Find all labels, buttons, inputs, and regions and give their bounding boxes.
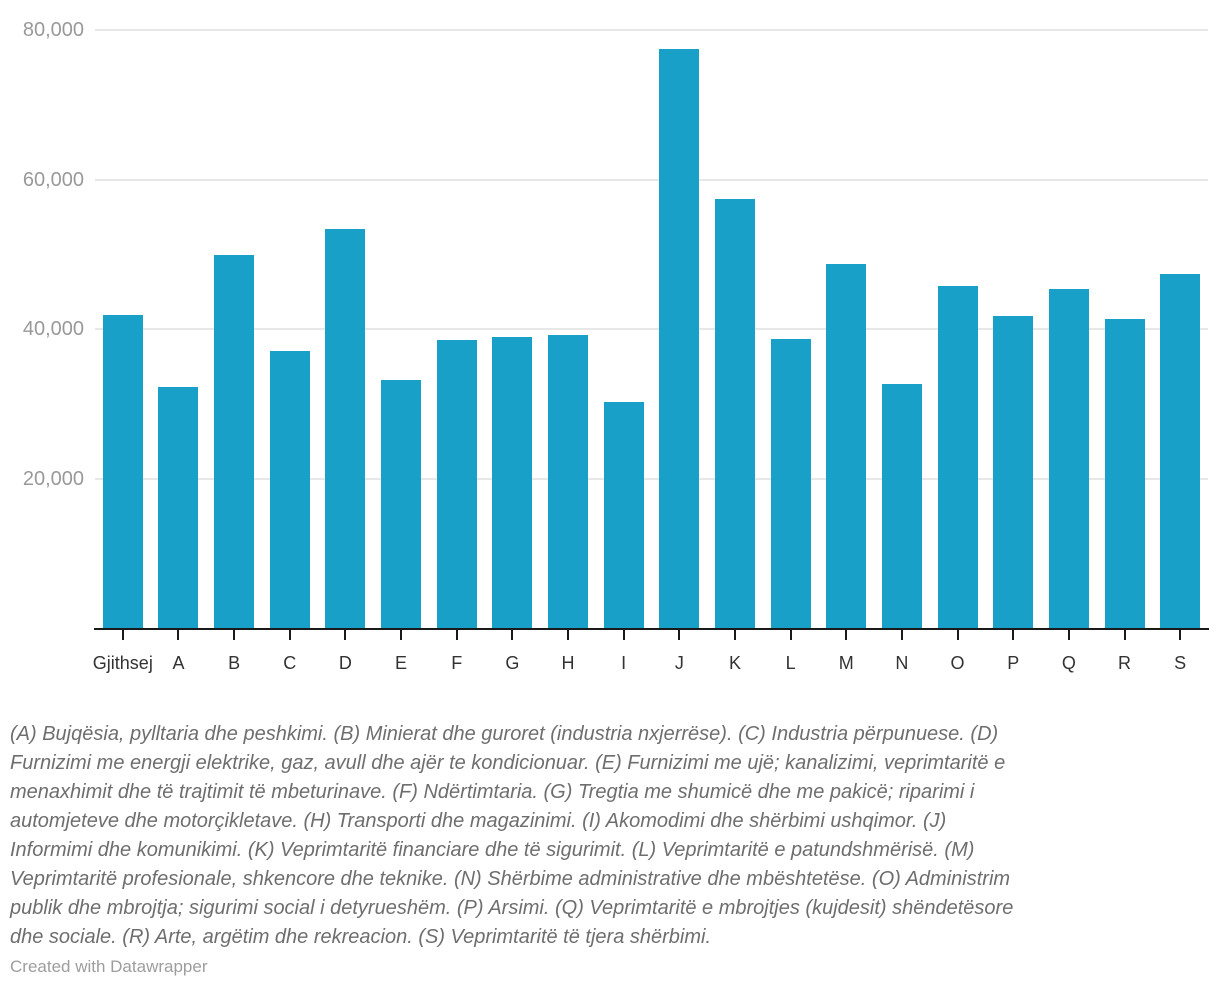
x-axis-tick [121, 630, 124, 640]
bar-r[interactable] [1104, 319, 1145, 628]
footnote-line: Informimi dhe komunikimi. (K) Veprimtari… [10, 839, 975, 861]
x-axis-tick [678, 630, 681, 640]
bar-d[interactable] [325, 228, 366, 628]
bar-h[interactable] [548, 334, 589, 628]
bar-o[interactable] [937, 285, 978, 628]
footnote-line: publik dhe mbrojtja; sigurimi social i d… [10, 897, 1014, 919]
bar-q[interactable] [1048, 289, 1089, 628]
x-axis-label-s: S [1174, 653, 1187, 673]
x-axis-tick [177, 630, 180, 640]
x-axis-label-o: O [950, 653, 965, 673]
footnote-line: Furnizimi me energji elektrike, gaz, avu… [10, 752, 1006, 774]
x-axis-tick [288, 630, 291, 640]
gridline [95, 29, 1208, 31]
x-axis-tick [344, 630, 347, 640]
bar-m[interactable] [826, 263, 867, 628]
x-axis-label-c: C [283, 653, 297, 673]
bar-p[interactable] [993, 316, 1034, 628]
x-axis-tick [1123, 630, 1126, 640]
x-axis-tick [233, 630, 236, 640]
y-axis-tick-label: 80,000 [22, 19, 84, 41]
x-axis-label-m: M [838, 653, 854, 673]
bar-gjithsej[interactable] [102, 314, 143, 628]
datawrapper-credit: Created with Datawrapper [10, 957, 208, 976]
y-axis-tick-label: 60,000 [22, 168, 84, 191]
bar-e[interactable] [381, 379, 422, 628]
x-axis-tick [1067, 630, 1070, 640]
bar-c[interactable] [269, 350, 310, 628]
footnote-line: menaxhimit dhe të trajtimit të mbeturina… [10, 781, 975, 803]
bar-k[interactable] [714, 198, 755, 628]
bar-g[interactable] [492, 337, 533, 628]
footnote-line: Veprimtaritë profesionale, shkencore dhe… [10, 868, 1011, 890]
x-axis-label-gjithsej: Gjithsej [92, 653, 153, 673]
x-axis-tick [455, 630, 458, 640]
footnote-line: (A) Bujqësia, pylltaria dhe peshkimi. (B… [10, 723, 999, 745]
x-axis-label-n: N [895, 653, 909, 673]
x-axis-label-p: P [1007, 653, 1020, 673]
x-axis-label-a: A [172, 653, 185, 673]
y-axis-tick-label: 40,000 [22, 318, 84, 340]
x-axis-tick [400, 630, 403, 640]
gridline [95, 477, 1208, 480]
x-axis-tick [789, 630, 792, 640]
x-axis-label-e: E [395, 653, 408, 673]
bar-a[interactable] [158, 386, 199, 628]
plot-area: 20,000 40,000 60,000 80,000 Gjithsej A B C D E F G H… [22, 19, 1209, 673]
x-axis-tick [733, 630, 736, 640]
x-axis-tick [956, 630, 959, 640]
footnote: (A) Bujqësia, pylltaria dhe peshkimi. (B… [10, 720, 1215, 952]
x-axis-label-j: J [674, 653, 684, 673]
x-axis-tick [511, 630, 514, 640]
gridline [95, 178, 1208, 181]
x-axis-tick [900, 630, 903, 640]
x-axis-label-h: H [561, 653, 575, 673]
footnote-line: automjeteve dhe motorçikletave. (H) Tran… [10, 810, 947, 832]
x-axis-tick [622, 630, 625, 640]
x-axis-tick [1012, 630, 1015, 640]
bar-f[interactable] [436, 340, 477, 628]
x-axis-tick [567, 630, 570, 640]
x-axis-label-f: F [451, 653, 463, 673]
bar-l[interactable] [770, 339, 811, 628]
footnote-line: dhe sociale. (R) Arte, argëtim dhe rekre… [10, 926, 712, 948]
x-axis-label-k: K [728, 653, 741, 673]
bar-b[interactable] [214, 254, 255, 628]
x-axis-label-b: B [228, 653, 241, 673]
bar-j[interactable] [659, 49, 700, 628]
x-axis-label-g: G [505, 653, 520, 673]
bar-i[interactable] [603, 401, 644, 628]
x-axis-line [94, 628, 1209, 630]
y-axis-tick-label: 20,000 [22, 467, 84, 490]
x-axis-label-q: Q [1061, 653, 1076, 673]
x-axis-label-l: L [785, 653, 796, 673]
bar-s[interactable] [1160, 274, 1201, 628]
x-axis-tick [845, 630, 848, 640]
gridline [95, 328, 1208, 330]
x-axis-label-i: I [621, 653, 627, 673]
x-axis-label-d: D [338, 653, 352, 673]
bar-n[interactable] [881, 384, 922, 628]
x-axis-label-r: R [1118, 653, 1132, 673]
x-axis-tick [1179, 630, 1182, 640]
